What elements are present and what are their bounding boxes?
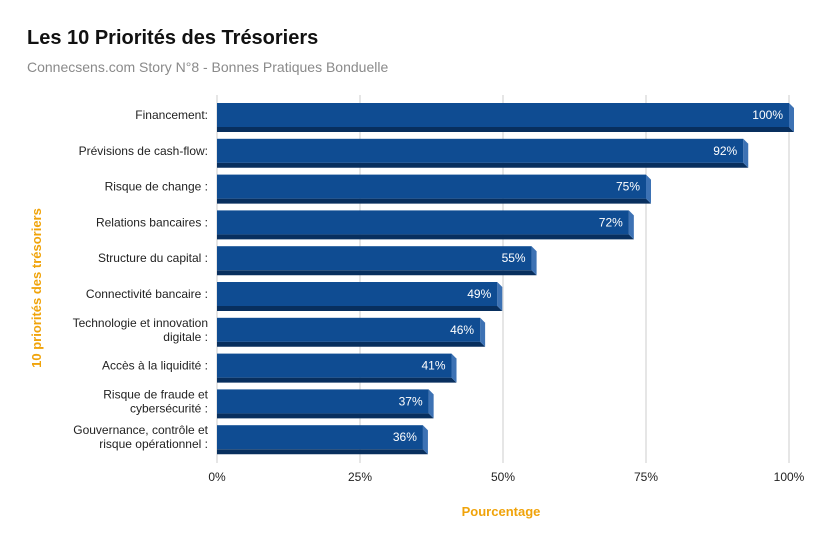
- bar: 46%: [217, 317, 486, 347]
- bar-side-face: [428, 389, 434, 419]
- category-label: Risque de fraude et cybersécurité :: [103, 387, 208, 415]
- x-tick-labels: 0% 25% 50% 75% 100%: [208, 470, 804, 484]
- bar-front-face: [217, 317, 481, 342]
- bar: 49%: [217, 282, 503, 311]
- bar-bottom-face: [217, 127, 794, 132]
- chart-title: Les 10 Priorités des Trésoriers: [27, 27, 319, 49]
- bar-side-face: [480, 317, 486, 347]
- category-label: Technologie et innovation digitale :: [73, 316, 208, 344]
- category-labels: Financement: Prévisions de cash-flow: Risq…: [73, 108, 209, 451]
- bar-value-label: 92%: [713, 144, 737, 158]
- x-tick-label: 50%: [491, 470, 515, 484]
- bar-front-face: [217, 210, 629, 235]
- bar-value-label: 36%: [393, 430, 417, 444]
- bar-value-label: 75%: [616, 180, 640, 194]
- bar-bottom-face: [217, 306, 503, 311]
- bar-side-face: [646, 174, 651, 204]
- bar-front-face: [217, 174, 646, 199]
- bar: 75%: [217, 174, 651, 204]
- x-tick-label: 0%: [208, 470, 226, 484]
- x-axis-title: Pourcentage: [462, 504, 541, 519]
- bar: 41%: [217, 353, 457, 383]
- bar: 92%: [217, 138, 749, 168]
- category-label: Risque de change :: [105, 180, 208, 194]
- bar: 100%: [217, 103, 794, 132]
- bar-side-face: [789, 103, 794, 132]
- bar-bottom-face: [217, 198, 651, 204]
- bar-value-label: 55%: [502, 251, 526, 265]
- category-label: Accès à la liquidité :: [102, 359, 208, 373]
- bar-bottom-face: [217, 449, 428, 455]
- bar-front-face: [217, 353, 452, 378]
- bar: 36%: [217, 425, 428, 455]
- bar-side-face: [531, 246, 537, 276]
- category-label: Prévisions de cash-flow:: [79, 144, 208, 158]
- bar: 37%: [217, 389, 434, 419]
- x-tick-label: 100%: [774, 470, 805, 484]
- bar-value-label: 46%: [450, 323, 474, 337]
- x-tick-label: 25%: [348, 470, 372, 484]
- category-label: Financement:: [135, 108, 208, 122]
- bar: 72%: [217, 210, 634, 240]
- bar-bottom-face: [217, 377, 457, 383]
- bar-front-face: [217, 389, 429, 414]
- bar-value-label: 72%: [599, 215, 623, 229]
- bar-side-face: [743, 138, 749, 168]
- bar-front-face: [217, 138, 744, 163]
- category-label: Relations bancaires :: [96, 215, 208, 229]
- bar-front-face: [217, 103, 789, 127]
- bar-bottom-face: [217, 162, 749, 168]
- bar-bottom-face: [217, 413, 434, 419]
- bar: 55%: [217, 246, 537, 276]
- bar-value-label: 41%: [421, 359, 445, 373]
- bar-side-face: [422, 425, 428, 455]
- category-label: Connectivité bancaire :: [86, 287, 208, 301]
- bar-bottom-face: [217, 341, 486, 347]
- bar-value-label: 100%: [752, 108, 783, 122]
- chart-subtitle: Connecsens.com Story N°8 - Bonnes Pratiq…: [27, 59, 389, 75]
- bar-side-face: [451, 353, 457, 383]
- category-label: Structure du capital :: [98, 251, 208, 265]
- bar-front-face: [217, 282, 498, 306]
- category-label: Gouvernance, contrôle et risque opération…: [73, 423, 208, 451]
- y-axis-title: 10 priorités des trésoriers: [29, 208, 44, 368]
- bars: 100% 92% 75% 72% 55% 49% 46% 41% 37% 36%: [217, 103, 794, 455]
- bar-bottom-face: [217, 234, 634, 240]
- bar-front-face: [217, 425, 423, 450]
- bar-side-face: [628, 210, 634, 240]
- bar-bottom-face: [217, 270, 537, 276]
- x-tick-label: 75%: [634, 470, 658, 484]
- bar-front-face: [217, 246, 532, 271]
- bar-value-label: 37%: [399, 394, 423, 408]
- bar-side-face: [497, 282, 503, 311]
- bar-value-label: 49%: [467, 287, 491, 301]
